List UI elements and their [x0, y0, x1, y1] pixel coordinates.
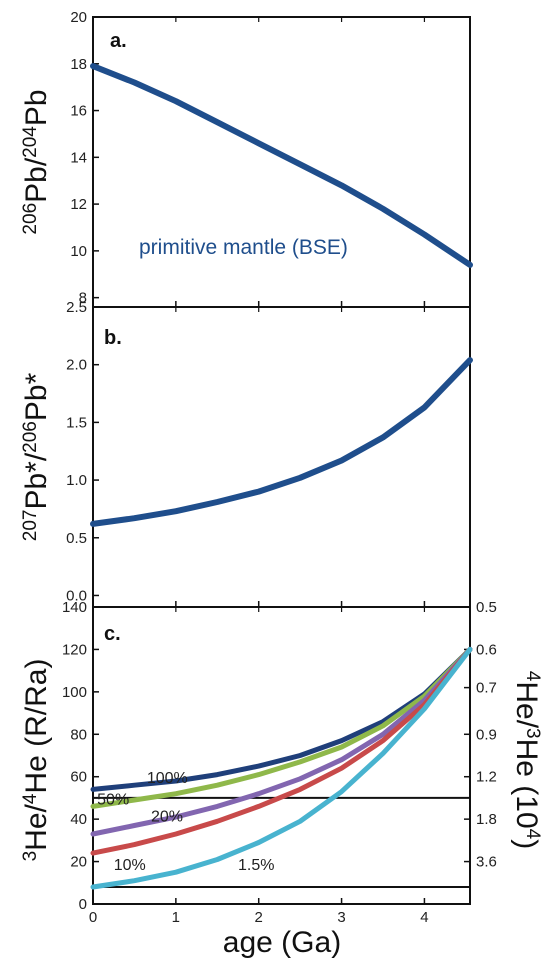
series-label-10pct: 10%	[114, 857, 146, 874]
series-layer	[90, 63, 473, 890]
x-tick-label: 3	[337, 909, 345, 926]
panel-b-label: b.	[104, 327, 122, 349]
x-tick-label: 1	[172, 909, 180, 926]
panel-3-ytick-label: 120	[62, 641, 87, 658]
series-label-20pct: 20%	[151, 808, 183, 825]
panel-3-right-tick-label: 0.5	[476, 599, 497, 616]
panel-a-label: a.	[110, 30, 127, 52]
series-label-50pct: 50%	[97, 791, 129, 808]
panel-2-ytick-label: 0.0	[66, 587, 87, 604]
panel-a-frame	[92, 16, 471, 308]
panel-3-ytick-label: 140	[62, 599, 87, 616]
panel-c-ylabel-left: 3He/4He (R/Ra)	[20, 659, 53, 862]
x-tick-label: 4	[420, 909, 428, 926]
panel-1-ytick-label: 10	[70, 243, 87, 260]
panel-3-ytick-label: 80	[70, 726, 87, 743]
panel-2-ytick-label: 2.0	[66, 357, 87, 374]
panel-2-ytick-label: 1.0	[66, 472, 87, 489]
panel-3-series-line-100pct	[90, 646, 473, 792]
panel-2-ytick-label: 0.5	[66, 530, 87, 547]
panel-3-ytick-label: 60	[70, 769, 87, 786]
panel-1-ytick-label: 8	[79, 290, 87, 307]
x-axis-label: age (Ga)	[223, 926, 341, 959]
panel-3-ytick-label: 0	[79, 896, 87, 913]
panel-3-ytick-label: 40	[70, 811, 87, 828]
x-tick-label: 0	[89, 909, 97, 926]
panel-2-series-line	[90, 357, 473, 527]
series-label-layer: 100% 50% 20% 10% 1.5%	[97, 770, 274, 874]
panel-c-label: c.	[104, 623, 121, 645]
panel-1-ytick-label: 16	[70, 103, 87, 120]
panel-3-series-line-20pct	[90, 646, 473, 837]
panel-1-ytick-label: 12	[70, 196, 87, 213]
panel-2-ytick-label: 1.5	[66, 414, 87, 431]
panel-1-ytick-label: 18	[70, 56, 87, 73]
panel-1-ytick-label: 14	[70, 149, 87, 166]
panel-a-annotation: primitive mantle (BSE)	[139, 236, 348, 259]
panel-3-right-tick-label: 3.6	[476, 854, 497, 871]
panel-c-frame	[92, 606, 471, 905]
panel-1-ytick-label: 20	[70, 9, 87, 26]
panel-3-right-tick-label: 0.9	[476, 726, 497, 743]
panel-3-ytick-label: 100	[62, 684, 87, 701]
panel-c-ylabel-right: 4He/3He (104)	[510, 671, 543, 849]
tick-layer: 81012141618200.00.51.01.52.02.5020406080…	[62, 9, 497, 926]
panel-b-frame	[92, 306, 471, 608]
panel-3-series-line-50pct	[90, 646, 473, 809]
series-label-1-5pct: 1.5%	[238, 857, 274, 874]
x-tick-label: 2	[255, 909, 263, 926]
panel-3-ytick-label: 20	[70, 854, 87, 871]
panel-3-right-tick-label: 1.8	[476, 811, 497, 828]
panel-a-ylabel: 206Pb/204Pb	[20, 89, 53, 234]
panel-1-series-line	[90, 63, 473, 268]
panel-2-ytick-label: 2.5	[66, 299, 87, 316]
panel-3-right-tick-label: 1.2	[476, 769, 497, 786]
panel-3-right-tick-label: 0.6	[476, 641, 497, 658]
series-label-100pct: 100%	[147, 770, 188, 787]
panel-b-ylabel: 207Pb*/206Pb*	[20, 372, 53, 541]
panel-3-right-tick-label: 0.7	[476, 680, 497, 697]
panel-3-series-line-1-5pct	[90, 646, 473, 890]
panel-3-series-line-10pct	[90, 646, 473, 856]
